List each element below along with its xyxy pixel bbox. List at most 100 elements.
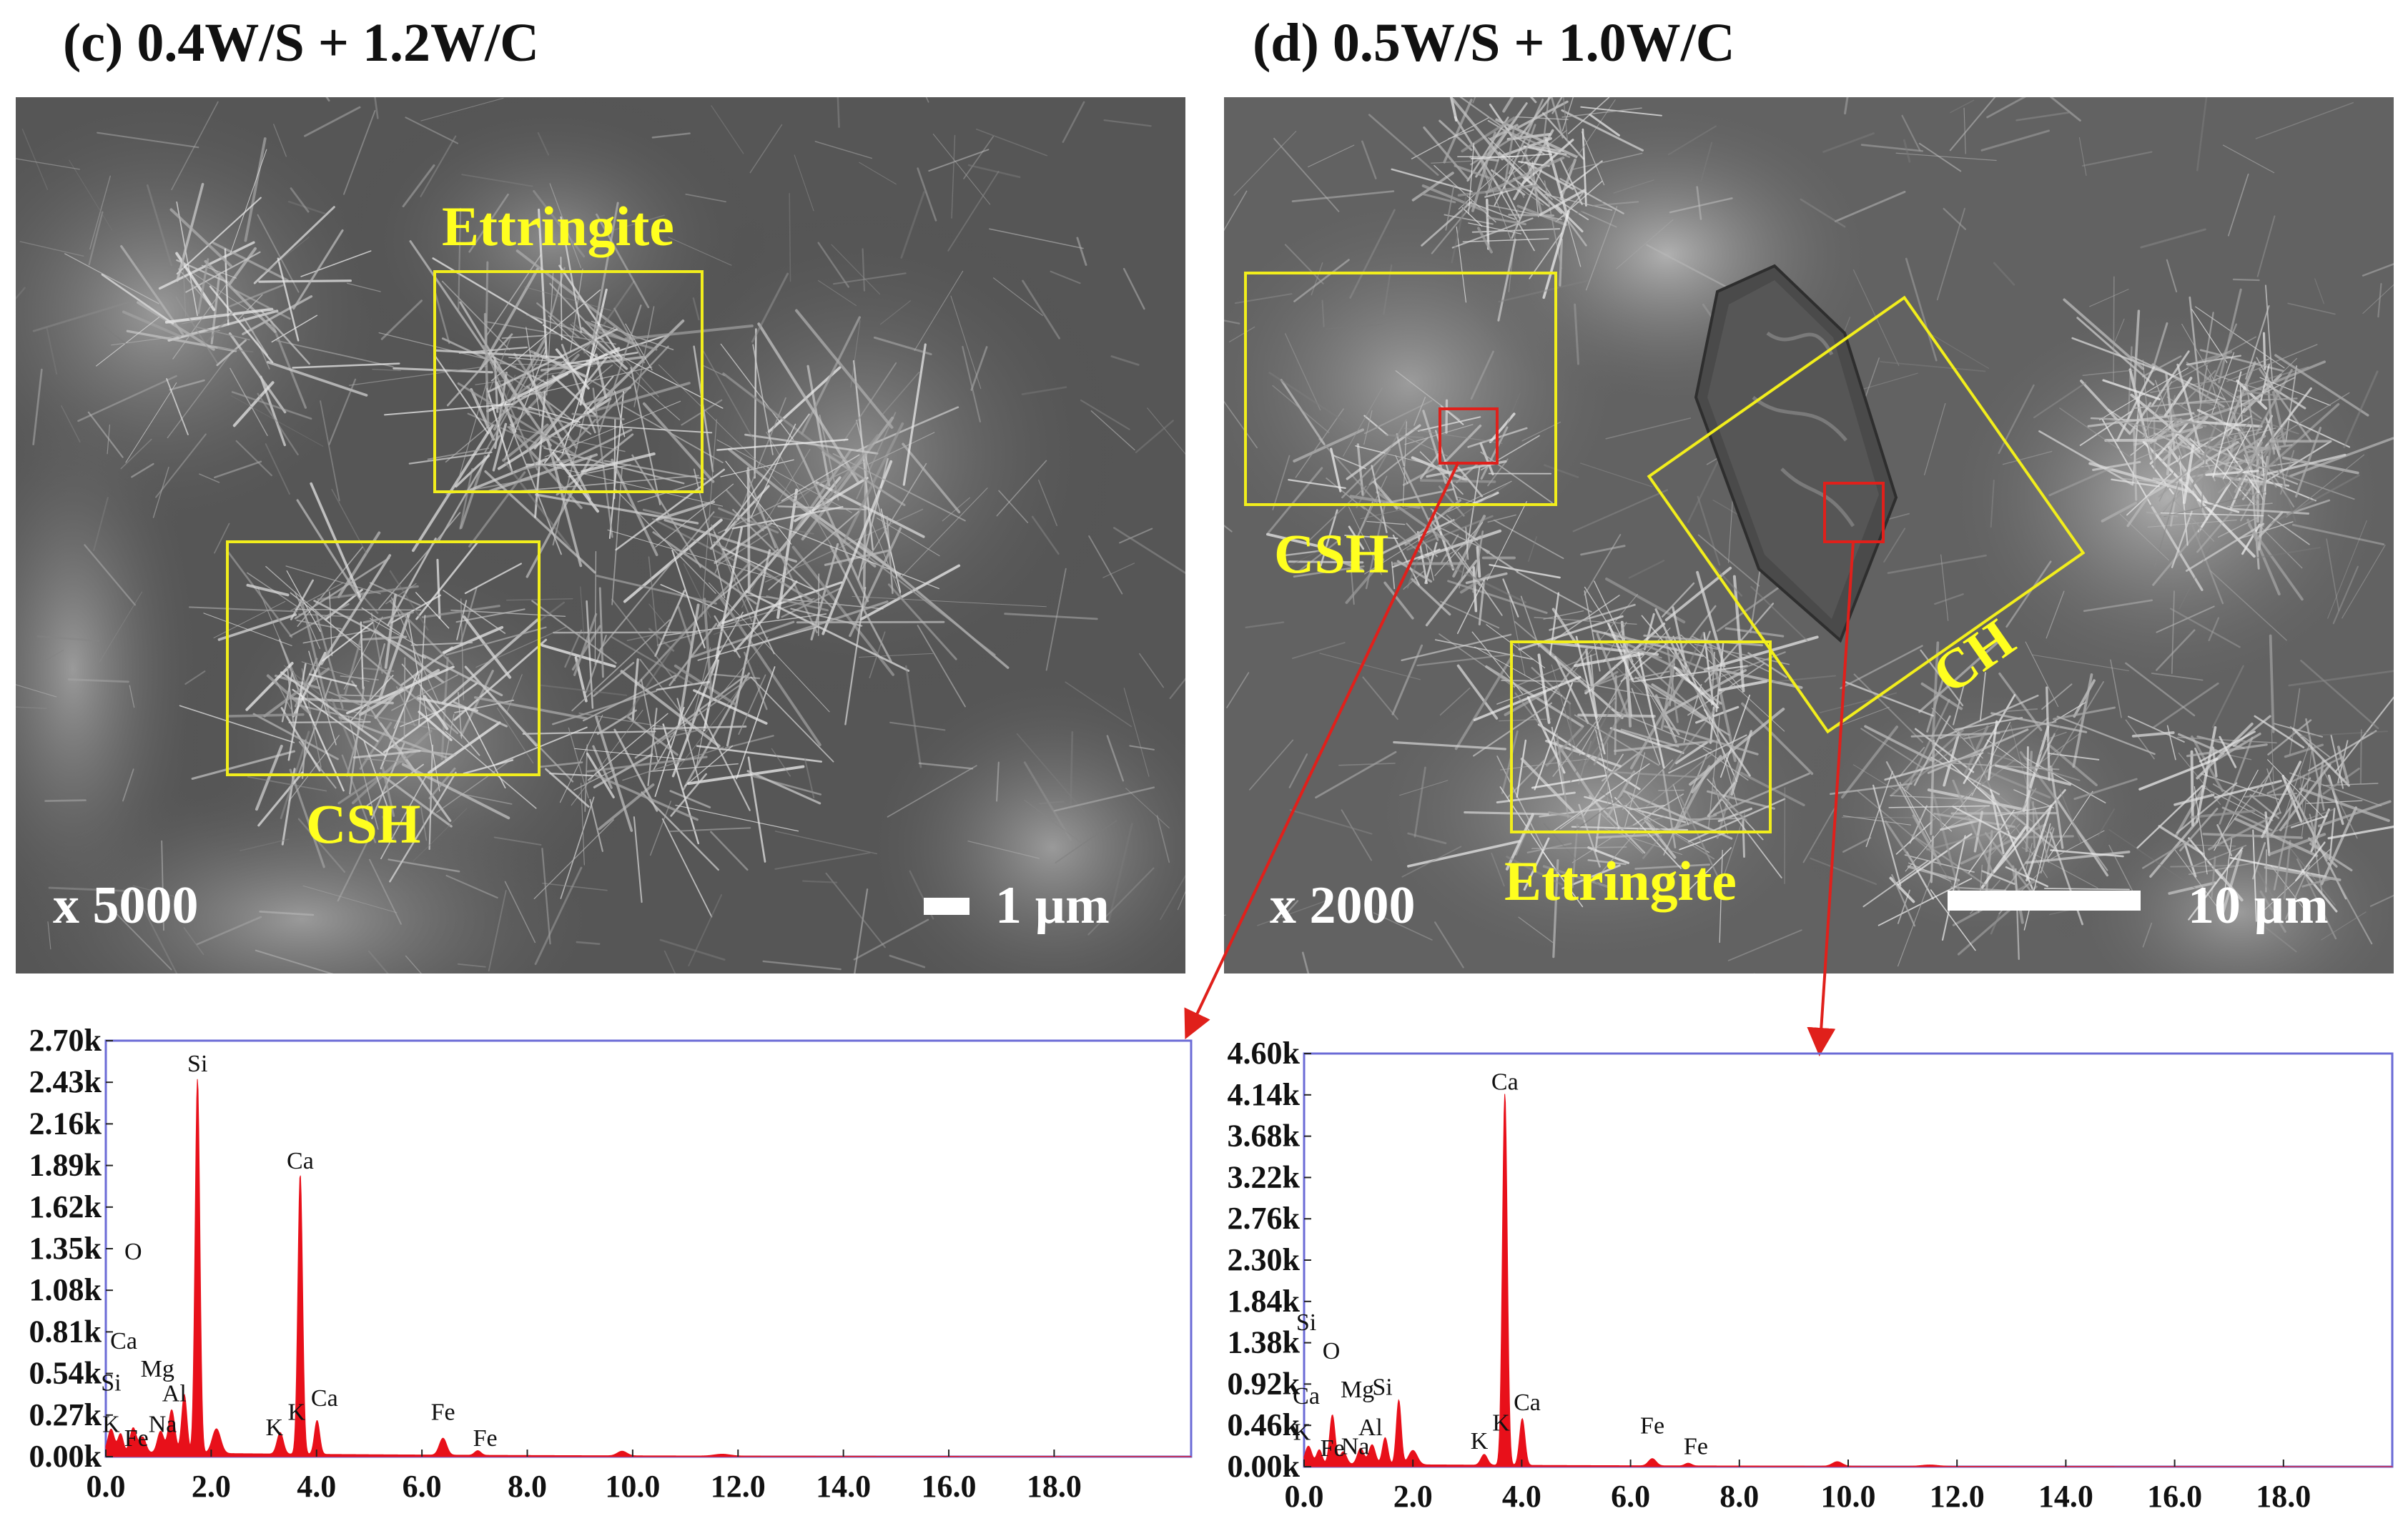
arrow-to-eds-d	[1807, 541, 1855, 1056]
eds-d-x-tick-label: 12.0	[1930, 1479, 1985, 1514]
eds-c-element-label: Fe	[473, 1425, 498, 1452]
eds-c-element-label: Fe	[124, 1425, 149, 1452]
eds-d-element-label: Ca	[1514, 1389, 1541, 1416]
eds-c-x-tick-label: 14.0	[816, 1469, 871, 1504]
eds-d-spectrum-area	[1303, 1094, 2393, 1467]
scale-bar-d	[1948, 891, 2141, 911]
eds-c-y-tick-label: 1.89k	[29, 1148, 102, 1183]
eds-d-y-tick-label: 1.84k	[1228, 1284, 1301, 1319]
csh-box-c	[226, 540, 541, 776]
ettringite-box-d	[1510, 640, 1772, 833]
scale-label-d: 10 µm	[2188, 876, 2329, 935]
eds-c-y-tick-label: 2.16k	[29, 1106, 102, 1141]
eds-c-element-label: Ca	[311, 1385, 338, 1412]
eds-d-element-label: K	[1293, 1419, 1311, 1445]
eds-c-x-tick-label: 18.0	[1027, 1469, 1082, 1504]
needle-crystals-d	[1224, 97, 2394, 973]
eds-c-element-label: K	[102, 1412, 120, 1438]
eds-c-y-tick-label: 1.08k	[29, 1272, 102, 1307]
eds-d-y-tick-label: 3.68k	[1228, 1119, 1301, 1154]
eds-d-element-label: Na	[1341, 1433, 1370, 1460]
eds-c-x-tick-label: 2.0	[192, 1469, 231, 1504]
eds-d-x-tick-label: 8.0	[1719, 1479, 1759, 1514]
eds-spectrum-d: 0.00k 0.46k 0.92k 1.38k 1.84k 2.30k 2.76k 3.22k…	[1228, 1036, 2394, 1514]
eds-d-x-tick-label: 14.0	[2038, 1479, 2093, 1514]
csh-label-c: CSH	[306, 793, 421, 855]
magnification-c: x 5000	[53, 876, 199, 935]
ettringite-label-d: Ettringite	[1504, 850, 1737, 912]
eds-c-element-label: Mg	[141, 1356, 174, 1382]
eds-c-element-label: Al	[162, 1380, 187, 1407]
eds-c-x-tick-label: 10.0	[605, 1469, 660, 1504]
eds-d-x-tick-label: 16.0	[2147, 1479, 2202, 1514]
eds-d-x-tick-label: 10.0	[1821, 1479, 1876, 1514]
eds-c-plot-frame	[104, 1039, 1193, 1458]
eds-c-element-label: Ca	[110, 1328, 137, 1354]
eds-c-element-label: K	[266, 1414, 284, 1441]
eds-c-x-tick-label: 0.0	[87, 1469, 126, 1504]
sem-image-c	[16, 97, 1185, 973]
eds-d-element-label: Ca	[1491, 1069, 1519, 1095]
eds-c-element-label: O	[124, 1239, 142, 1265]
eds-d-element-label: Fe	[1321, 1435, 1345, 1462]
eds-c-element-label: Ca	[287, 1148, 314, 1174]
eds-d-x-tick-label: 4.0	[1502, 1479, 1541, 1514]
eds-d-x-tick-label: 2.0	[1393, 1479, 1433, 1514]
eds-c-element-label: Si	[101, 1369, 121, 1396]
sem-texture-c	[16, 97, 1185, 973]
eds-d-element-label: O	[1323, 1338, 1341, 1364]
eds-d-y-tick-label: 3.22k	[1228, 1159, 1301, 1194]
eds-c-y-tick-label: 0.81k	[29, 1314, 102, 1349]
eds-c-x-tick-label: 6.0	[403, 1469, 442, 1504]
eds-c-y-tick-label: 0.27k	[29, 1397, 102, 1432]
eds-c-element-label: Si	[187, 1051, 207, 1077]
eds-spectrum-c: 0.00k 0.27k 0.54k 0.81k 1.08k 1.35k 1.62k 1.89k…	[29, 1023, 1193, 1504]
scale-bar-c	[924, 898, 969, 915]
eds-c-x-tick-label: 8.0	[508, 1469, 547, 1504]
edx-spot-ch	[1823, 482, 1885, 543]
ettringite-box-c	[433, 270, 704, 493]
eds-d-y-tick-label: 0.46k	[1228, 1407, 1301, 1442]
eds-c-element-label: Fe	[431, 1399, 455, 1425]
panel-c-title: (c) 0.4W/S + 1.2W/C	[63, 13, 540, 73]
panel-d-title: (d) 0.5W/S + 1.0W/C	[1253, 13, 1735, 73]
arrow-to-eds-c	[1184, 461, 1460, 1040]
sem-image-d	[1224, 97, 2394, 973]
eds-c-x-tick-label: 12.0	[711, 1469, 766, 1504]
eds-c-x-tick-label: 4.0	[297, 1469, 336, 1504]
eds-d-element-label: Fe	[1684, 1433, 1708, 1460]
scale-label-c: 1 µm	[995, 876, 1110, 935]
csh-box-d	[1244, 272, 1557, 506]
eds-c-y-tick-label: 0.00k	[29, 1439, 102, 1474]
eds-d-element-label: Si	[1296, 1309, 1316, 1336]
eds-d-x-tick-label: 0.0	[1285, 1479, 1324, 1514]
eds-c-y-tick-label: 2.70k	[29, 1023, 102, 1058]
magnification-d: x 2000	[1270, 876, 1416, 935]
eds-d-plot-frame	[1303, 1052, 2394, 1468]
eds-d-x-tick-label: 18.0	[2256, 1479, 2311, 1514]
eds-d-y-tick-label: 4.14k	[1228, 1077, 1301, 1112]
eds-d-y-tick-label: 0.92k	[1228, 1366, 1301, 1401]
eds-c-y-tick-label: 0.54k	[29, 1356, 102, 1391]
csh-label-d: CSH	[1274, 522, 1389, 585]
sem-texture-d	[1224, 97, 2394, 973]
eds-d-element-label: K	[1471, 1428, 1489, 1455]
eds-d-y-tick-label: 2.76k	[1228, 1201, 1301, 1236]
eds-d-y-tick-label: 0.00k	[1228, 1449, 1301, 1484]
eds-d-y-tick-label: 4.60k	[1228, 1036, 1301, 1071]
eds-d-element-label: Si	[1372, 1374, 1392, 1400]
eds-c-y-tick-label: 2.43k	[29, 1064, 102, 1099]
eds-c-element-label: Na	[149, 1412, 177, 1438]
eds-d-x-tick-label: 6.0	[1611, 1479, 1650, 1514]
eds-d-element-label: K	[1492, 1410, 1510, 1437]
eds-c-y-tick-label: 1.62k	[29, 1189, 102, 1224]
eds-d-element-label: Mg	[1341, 1377, 1374, 1403]
eds-d-element-label: Al	[1358, 1414, 1383, 1441]
eds-d-y-tick-label: 2.30k	[1228, 1242, 1301, 1277]
edx-spot-csh	[1439, 407, 1499, 465]
eds-c-element-label: K	[287, 1399, 305, 1425]
eds-d-element-label: Ca	[1293, 1383, 1320, 1409]
eds-c-y-tick-label: 1.35k	[29, 1231, 102, 1266]
eds-c-x-tick-label: 16.0	[922, 1469, 977, 1504]
